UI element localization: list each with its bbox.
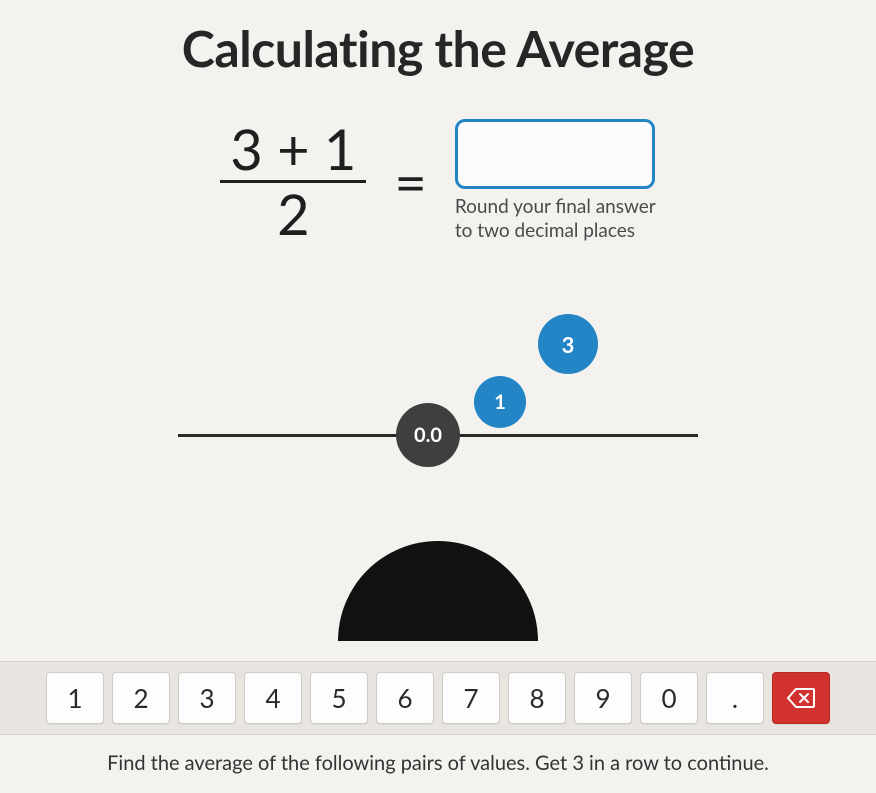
progress-indicator xyxy=(338,541,538,641)
key-9[interactable]: 9 xyxy=(574,672,632,724)
page-title: Calculating the Average xyxy=(0,0,876,78)
fraction: 3 + 1 2 xyxy=(220,118,366,244)
answer-input[interactable] xyxy=(455,119,655,189)
hint-line-1: Round your final answer xyxy=(455,195,656,218)
key-5[interactable]: 5 xyxy=(310,672,368,724)
instruction-text: Find the average of the following pairs … xyxy=(0,751,876,775)
numberline: 0.0 1 3 xyxy=(178,304,698,504)
keypad-bar: 1234567890. xyxy=(0,661,876,735)
backspace-icon xyxy=(787,687,815,709)
key-3[interactable]: 3 xyxy=(178,672,236,724)
key-1[interactable]: 1 xyxy=(46,672,104,724)
key-8[interactable]: 8 xyxy=(508,672,566,724)
answer-column: Round your final answer to two decimal p… xyxy=(455,119,656,243)
key-7[interactable]: 7 xyxy=(442,672,500,724)
key-2[interactable]: 2 xyxy=(112,672,170,724)
key-decimal[interactable]: . xyxy=(706,672,764,724)
key-6[interactable]: 6 xyxy=(376,672,434,724)
key-0[interactable]: 0 xyxy=(640,672,698,724)
key-backspace[interactable] xyxy=(772,672,830,724)
bubble-zero: 0.0 xyxy=(396,403,460,467)
bubble-three: 3 xyxy=(538,314,598,374)
equation-area: 3 + 1 2 = Round your final answer to two… xyxy=(0,118,876,244)
hint-line-2: to two decimal places xyxy=(455,219,635,242)
fraction-denominator: 2 xyxy=(267,183,319,245)
fraction-numerator: 3 + 1 xyxy=(220,118,366,180)
answer-hint: Round your final answer to two decimal p… xyxy=(455,195,656,243)
equals-sign: = xyxy=(394,148,426,215)
keypad: 1234567890. xyxy=(36,672,840,724)
key-4[interactable]: 4 xyxy=(244,672,302,724)
bubble-one: 1 xyxy=(474,376,526,428)
